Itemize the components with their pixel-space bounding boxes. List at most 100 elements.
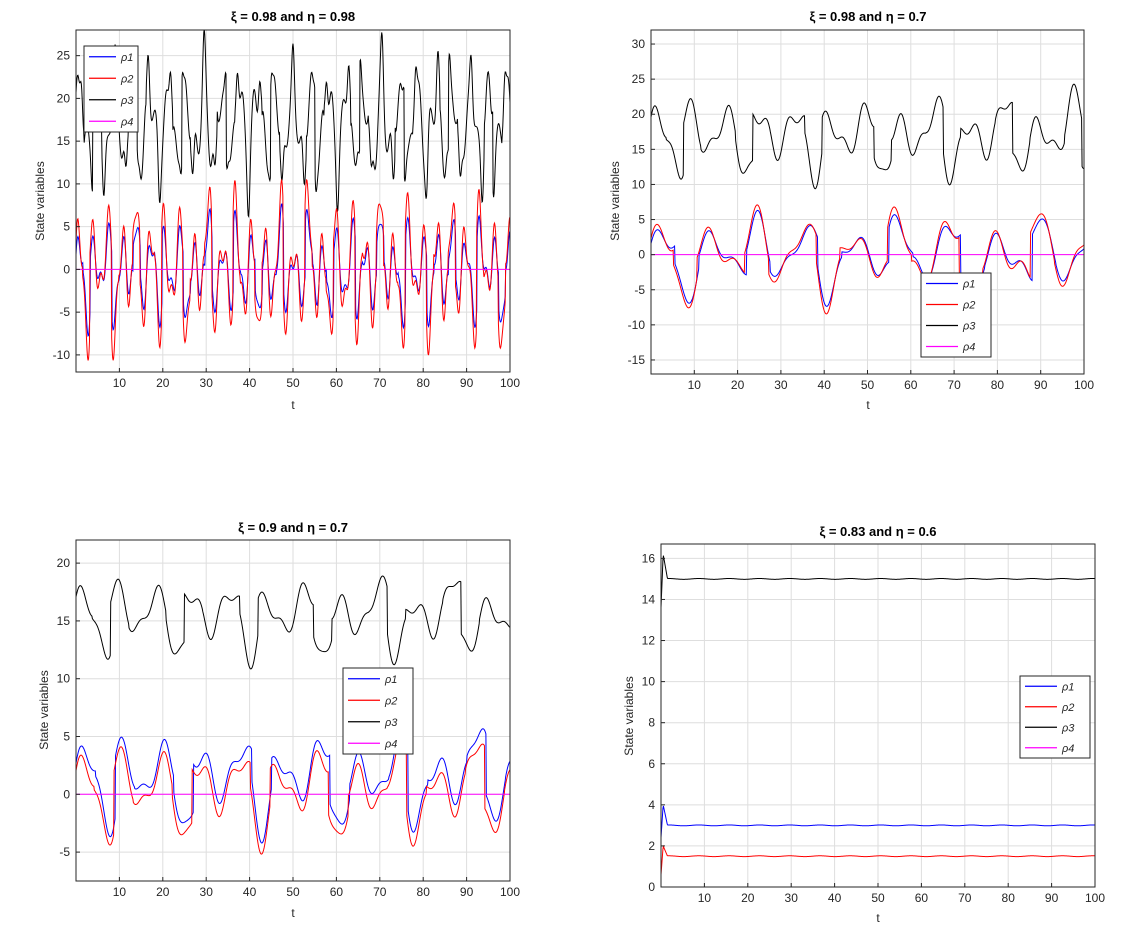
- x-tick-label: 30: [785, 891, 799, 905]
- x-tick-label: 20: [156, 885, 170, 899]
- legend-label: ρ3: [1061, 722, 1075, 734]
- y-tick-label: 0: [648, 880, 655, 894]
- y-tick-label: 15: [57, 134, 71, 148]
- legend-label: ρ3: [962, 321, 976, 333]
- legend-label: ρ2: [1061, 702, 1074, 714]
- series-line-ρ1: [76, 203, 510, 337]
- x-tick-label: 60: [904, 378, 918, 392]
- series-line-ρ1: [661, 805, 1095, 838]
- x-tick-label: 100: [1085, 891, 1105, 905]
- y-tick-label: 25: [632, 72, 646, 86]
- subplot-top-left: ξ = 0.98 and η = 0.98 t State variables …: [33, 9, 520, 412]
- y-tick-label: -10: [628, 318, 646, 332]
- legend-label: ρ4: [120, 116, 133, 128]
- y-tick-label: 6: [648, 757, 655, 771]
- x-axis-label: t: [291, 398, 295, 412]
- legend: ρ1 ρ2 ρ3 ρ4: [342, 667, 414, 755]
- legend-label: ρ1: [962, 279, 975, 291]
- legend-label: ρ1: [120, 52, 133, 64]
- subplot-bottom-right: ξ = 0.83 and η = 0.6 t State variables 1…: [622, 524, 1105, 925]
- x-axis-label: t: [291, 906, 295, 920]
- x-axis-label: t: [876, 911, 880, 925]
- x-tick-label: 30: [200, 376, 214, 390]
- y-tick-label: 5: [638, 213, 645, 227]
- legend-label: ρ2: [384, 695, 397, 707]
- y-tick-label: -5: [634, 283, 645, 297]
- x-tick-label: 20: [156, 376, 170, 390]
- series-group: [661, 555, 1095, 887]
- legend-label: ρ3: [120, 95, 134, 107]
- x-tick-label: 30: [774, 378, 788, 392]
- y-axis-label: State variables: [608, 161, 622, 240]
- y-tick-label: -10: [53, 348, 71, 362]
- y-tick-label: 20: [57, 91, 71, 105]
- x-tick-label: 100: [1074, 378, 1094, 392]
- x-tick-label: 50: [286, 376, 300, 390]
- series-line-ρ3: [76, 30, 510, 218]
- legend-label: ρ4: [384, 738, 397, 750]
- x-tick-label: 20: [741, 891, 755, 905]
- legend-label: ρ2: [962, 300, 975, 312]
- legend-label: ρ3: [384, 717, 398, 729]
- y-axis-label: State variables: [622, 676, 636, 755]
- subplot-top-right: ξ = 0.98 and η = 0.7 t State variables 1…: [608, 9, 1094, 412]
- x-tick-label: 100: [500, 376, 520, 390]
- series-line-ρ2: [76, 178, 510, 361]
- y-axis-label: State variables: [37, 670, 51, 749]
- y-tick-label: 20: [57, 556, 71, 570]
- x-tick-label: 70: [373, 885, 387, 899]
- x-tick-label: 50: [861, 378, 875, 392]
- subplot-title: ξ = 0.9 and η = 0.7: [238, 520, 348, 535]
- legend: ρ1 ρ2 ρ3 ρ4: [83, 45, 139, 133]
- y-tick-label: 15: [632, 142, 646, 156]
- x-tick-label: 60: [915, 891, 929, 905]
- series-line-ρ3: [76, 575, 510, 670]
- y-tick-label: 5: [63, 220, 70, 234]
- x-tick-label: 20: [731, 378, 745, 392]
- y-tick-label: 30: [632, 37, 646, 51]
- series-line-ρ2: [661, 844, 1095, 875]
- x-tick-label: 70: [373, 376, 387, 390]
- x-axis-label: t: [866, 398, 870, 412]
- y-tick-label: 10: [632, 177, 646, 191]
- y-tick-label: 0: [638, 248, 645, 262]
- x-tick-label: 40: [243, 376, 257, 390]
- x-tick-label: 50: [871, 891, 885, 905]
- y-tick-label: 4: [648, 798, 655, 812]
- series-line-ρ1: [76, 724, 510, 844]
- y-axis-label: State variables: [33, 161, 47, 240]
- y-tick-label: 14: [642, 592, 656, 606]
- y-tick-label: 20: [632, 107, 646, 121]
- y-tick-label: -5: [59, 305, 70, 319]
- legend-label: ρ2: [120, 73, 133, 85]
- legend-box: [920, 272, 992, 358]
- y-tick-label: 15: [57, 614, 71, 628]
- y-tick-label: -15: [628, 353, 646, 367]
- legend-label: ρ1: [384, 674, 397, 686]
- x-tick-label: 50: [286, 885, 300, 899]
- legend: ρ1 ρ2 ρ3 ρ4: [920, 272, 992, 358]
- x-tick-label: 10: [698, 891, 712, 905]
- y-tick-label: 10: [642, 675, 656, 689]
- y-tick-label: 8: [648, 716, 655, 730]
- x-tick-label: 70: [958, 891, 972, 905]
- x-tick-label: 90: [460, 885, 474, 899]
- x-tick-label: 90: [460, 376, 474, 390]
- series-group: [76, 30, 510, 361]
- x-tick-label: 40: [243, 885, 257, 899]
- y-tick-label: -5: [59, 845, 70, 859]
- x-tick-label: 40: [818, 378, 832, 392]
- legend-label: ρ4: [1061, 743, 1074, 755]
- series-line-ρ3: [651, 83, 1084, 190]
- y-tick-label: 12: [642, 634, 656, 648]
- series-line-ρ2: [651, 204, 1084, 315]
- x-tick-label: 80: [991, 378, 1005, 392]
- legend-label: ρ4: [962, 342, 975, 354]
- x-tick-label: 90: [1045, 891, 1059, 905]
- x-tick-label: 80: [1002, 891, 1016, 905]
- subplot-title: ξ = 0.83 and η = 0.6: [819, 524, 936, 539]
- x-tick-label: 30: [200, 885, 214, 899]
- legend-box: [1019, 675, 1091, 759]
- subplot-bottom-left: ξ = 0.9 and η = 0.7 t State variables 10…: [37, 520, 520, 920]
